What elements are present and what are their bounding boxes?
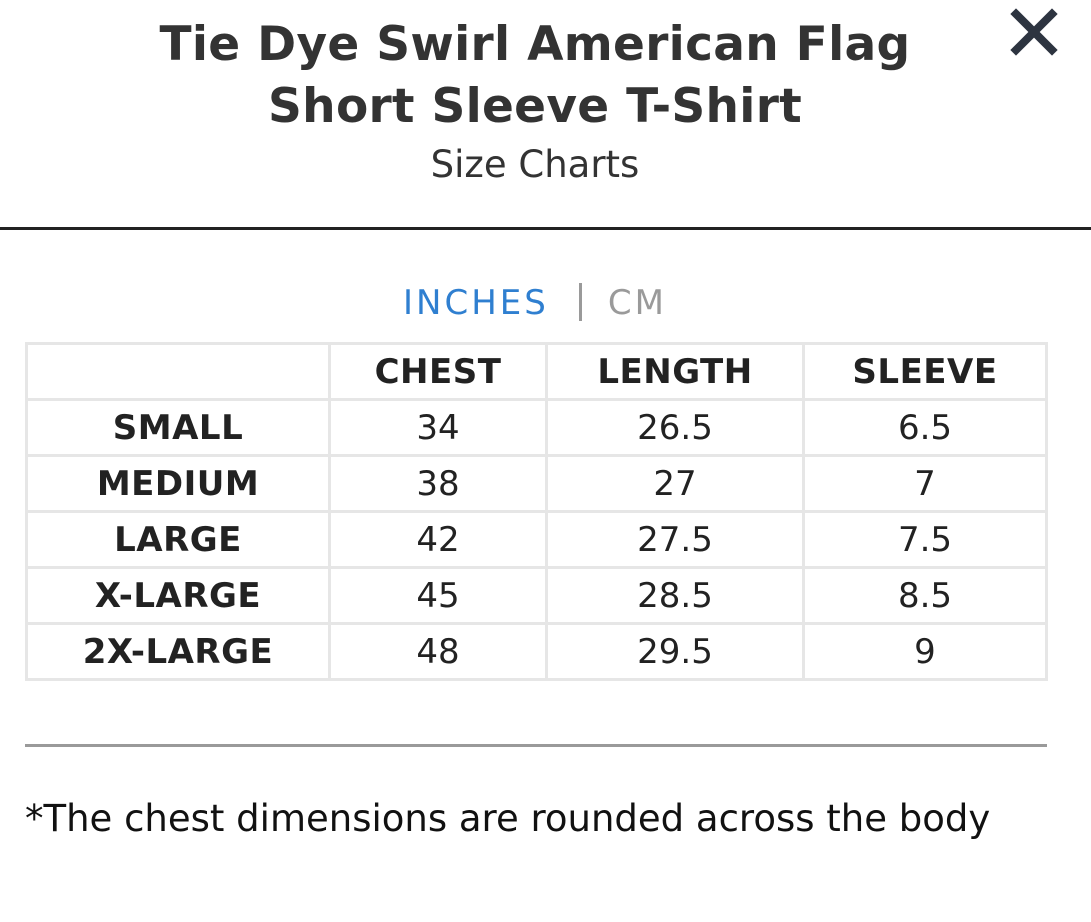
size-label: LARGE (25, 510, 331, 569)
size-label: MEDIUM (25, 454, 331, 513)
sleeve-value: 9 (802, 622, 1048, 681)
column-header-sleeve: SLEEVE (802, 342, 1048, 401)
length-value: 27 (545, 454, 805, 513)
column-header-chest: CHEST (328, 342, 548, 401)
length-value: 28.5 (545, 566, 805, 625)
size-charts-subtitle: Size Charts (430, 143, 640, 186)
chest-value: 42 (328, 510, 548, 569)
footnote-divider (25, 744, 1047, 747)
size-label: SMALL (25, 398, 331, 457)
size-table: CHEST LENGTH SLEEVE SMALL 34 26.5 6.5 ME… (25, 342, 1048, 681)
unit-inches-tab[interactable]: INCHES (403, 283, 549, 323)
sleeve-value: 6.5 (802, 398, 1048, 457)
sleeve-value: 7 (802, 454, 1048, 513)
unit-cm-tab[interactable]: CM (607, 283, 667, 323)
size-label: 2X-LARGE (25, 622, 331, 681)
sleeve-value: 8.5 (802, 566, 1048, 625)
chest-value: 38 (328, 454, 548, 513)
length-value: 29.5 (545, 622, 805, 681)
product-title: Tie Dye Swirl American Flag Short Sleeve… (159, 17, 911, 134)
close-icon (1010, 8, 1058, 56)
table-row: MEDIUM 38 27 7 (25, 454, 1048, 513)
chest-footnote: *The chest dimensions are rounded across… (25, 797, 991, 840)
unit-toggle: INCHES CM (0, 280, 1070, 326)
table-row: SMALL 34 26.5 6.5 (25, 398, 1048, 457)
length-value: 26.5 (545, 398, 805, 457)
unit-separator (578, 282, 582, 321)
chest-value: 45 (328, 566, 548, 625)
chest-value: 48 (328, 622, 548, 681)
table-row: 2X-LARGE 48 29.5 9 (25, 622, 1048, 681)
table-header-row: CHEST LENGTH SLEEVE (25, 342, 1048, 401)
column-header-length: LENGTH (545, 342, 805, 401)
column-header-size (25, 342, 331, 401)
close-button[interactable] (1008, 6, 1060, 58)
table-row: X-LARGE 45 28.5 8.5 (25, 566, 1048, 625)
sleeve-value: 7.5 (802, 510, 1048, 569)
header-divider (0, 227, 1091, 230)
table-row: LARGE 42 27.5 7.5 (25, 510, 1048, 569)
modal-header: Tie Dye Swirl American Flag Short Sleeve… (0, 0, 1091, 228)
size-label: X-LARGE (25, 566, 331, 625)
chest-value: 34 (328, 398, 548, 457)
length-value: 27.5 (545, 510, 805, 569)
